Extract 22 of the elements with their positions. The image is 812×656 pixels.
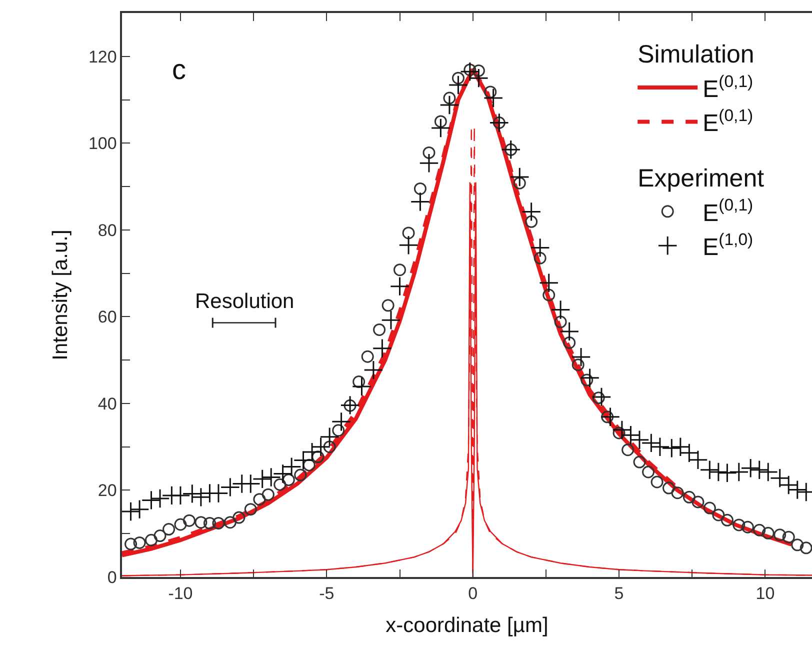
annotation: Resolution (195, 290, 294, 313)
x-tick-label: -5 (319, 584, 334, 604)
legend-label: E$^{(0,1)}$ (702, 106, 754, 138)
y-tick-label: 0 (107, 568, 117, 587)
y-tick-label: 20 (98, 481, 117, 500)
x-axis-title: x-coordinate [µm] (386, 614, 548, 637)
legend-label: E$^{(0,1)}$ (702, 196, 754, 227)
text: Experiment (638, 164, 764, 192)
x-tick-label: 10 (756, 584, 775, 604)
annotation: c (172, 54, 186, 85)
text: Simulation (638, 40, 754, 68)
x-tick-label: 0 (468, 584, 478, 604)
y-axis-title: Intensity [a.u.] (49, 230, 72, 360)
x-tick-label: 5 (614, 584, 624, 604)
legend-label: E$^{(0,1)}$ (702, 72, 754, 103)
y-tick-label: 100 (88, 134, 117, 154)
y-tick-label: 80 (98, 220, 117, 240)
y-tick-label: 120 (88, 47, 117, 66)
y-tick-label: 60 (98, 308, 117, 327)
x-tick-label: -10 (168, 584, 193, 604)
legend-label: E$^{(1,0)}$ (702, 230, 754, 261)
y-tick-label: 40 (98, 394, 117, 414)
